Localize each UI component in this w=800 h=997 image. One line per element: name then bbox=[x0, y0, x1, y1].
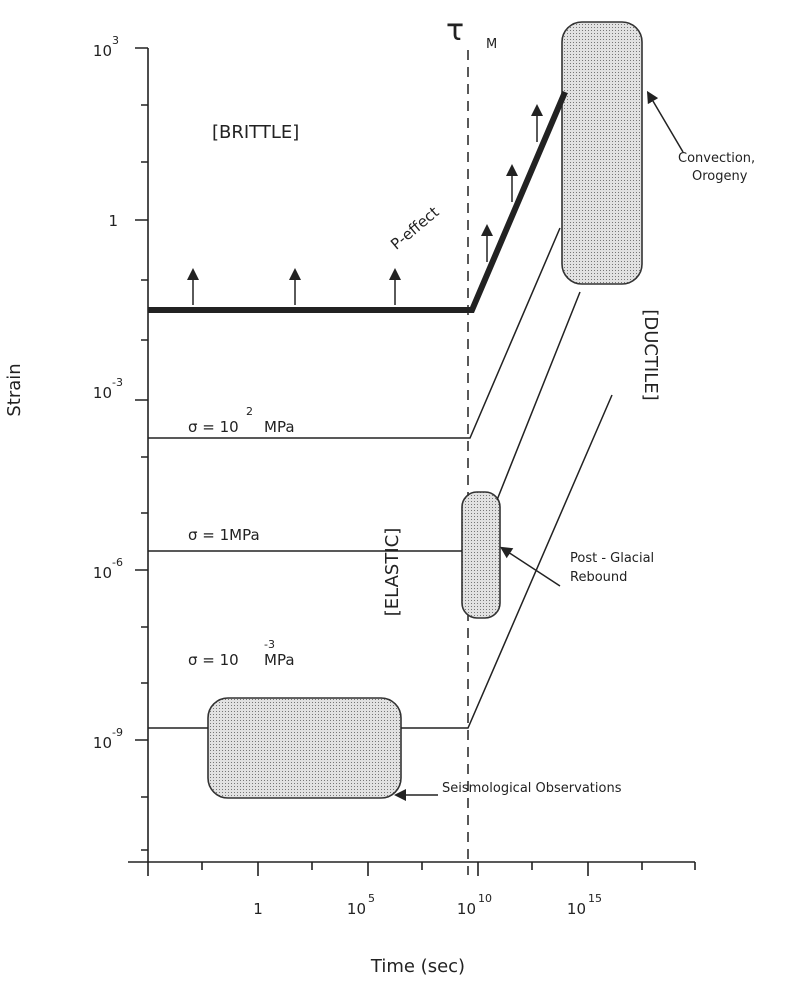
stress-label: σ = 1MPa bbox=[188, 526, 260, 544]
y-tick-label: 1 bbox=[108, 212, 118, 230]
y-tick-exp: -3 bbox=[112, 376, 123, 389]
x-tick-exp: 5 bbox=[368, 892, 375, 905]
obs-label: Convection, bbox=[678, 151, 755, 166]
stress-lines bbox=[148, 227, 613, 729]
x-axis-label: Time (sec) bbox=[370, 956, 465, 977]
regions bbox=[207, 21, 643, 799]
obs-label: Orogeny bbox=[692, 169, 748, 184]
tau-sub: M bbox=[486, 37, 497, 52]
x-tick-exp: 10 bbox=[478, 892, 492, 905]
region: [ELASTIC] bbox=[382, 528, 403, 616]
x-tick-label: 1 bbox=[253, 900, 263, 918]
y-tick-exp: -6 bbox=[112, 556, 123, 569]
x-tick-exp: 15 bbox=[588, 892, 602, 905]
y-tick-label: 10 bbox=[93, 42, 112, 60]
brittle-limit bbox=[148, 90, 568, 313]
obs-label: Seismological Observations bbox=[442, 781, 622, 796]
x-tick-label: 10 bbox=[347, 900, 366, 918]
y-tick-label: 10 bbox=[93, 564, 112, 582]
obs-label: Post - Glacial bbox=[570, 551, 654, 566]
region: [BRITTLE] bbox=[212, 122, 299, 143]
stress-unit: MPa bbox=[264, 418, 295, 436]
stress-exp: 2 bbox=[246, 405, 253, 418]
region: [DUCTILE] bbox=[640, 309, 661, 400]
x-tick-label: 10 bbox=[457, 900, 476, 918]
tau: τ bbox=[446, 13, 464, 48]
y-tick-label: 10 bbox=[93, 384, 112, 402]
y-tick-exp: 3 bbox=[112, 34, 119, 47]
stress-label: σ = 10 bbox=[188, 418, 239, 436]
stress-exp: -3 bbox=[264, 638, 275, 651]
y-axis-label: Strain bbox=[4, 363, 25, 416]
p-effect: P-effect bbox=[387, 203, 442, 254]
y-tick-exp: -9 bbox=[112, 726, 123, 739]
p-arrows bbox=[187, 90, 684, 801]
x-tick-label: 10 bbox=[567, 900, 586, 918]
obs-label: Rebound bbox=[570, 570, 627, 585]
y-tick-label: 10 bbox=[93, 734, 112, 752]
axes bbox=[128, 47, 696, 876]
stress-unit: MPa bbox=[264, 651, 295, 669]
stress-label: σ = 10 bbox=[188, 651, 239, 669]
